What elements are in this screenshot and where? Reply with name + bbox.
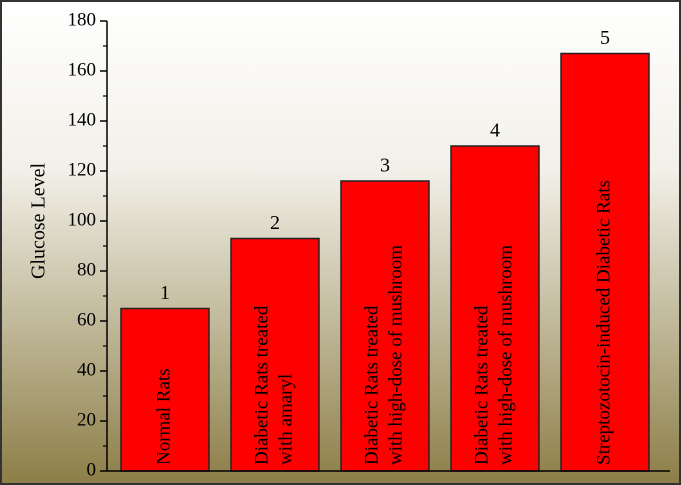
category-label: Diabetic Rats treated: [251, 305, 272, 465]
bar-label: 1: [160, 282, 170, 304]
category-label: with high-dose of mushroom: [495, 245, 516, 465]
bar-label: 2: [270, 212, 280, 234]
y-tick-label: 60: [77, 309, 96, 330]
category-label: Normal Rats: [153, 368, 174, 465]
y-tick-label: 20: [77, 409, 96, 430]
y-tick-label: 40: [77, 359, 96, 380]
category-label: Streptozotocin-induced Diabetic Rats: [593, 180, 614, 465]
bar: [120, 307, 210, 472]
category-label: Diabetic Rats treated: [361, 305, 382, 465]
bar-label: 5: [600, 27, 610, 49]
y-tick-label: 0: [87, 459, 97, 480]
y-tick-label: 100: [68, 209, 97, 230]
bar: [450, 145, 540, 472]
bar-label: 4: [490, 120, 500, 142]
y-axis-label: Glucose Level: [28, 163, 50, 280]
category-label: with high-dose of mushroom: [385, 245, 406, 465]
y-tick-label: 80: [77, 259, 96, 280]
bar-label: 3: [380, 155, 390, 177]
y-tick-label: 140: [68, 109, 97, 130]
category-label: with amaryl: [275, 374, 296, 465]
bar: [340, 180, 430, 472]
y-tick-label: 180: [68, 9, 97, 30]
y-tick-label: 120: [68, 159, 97, 180]
y-tick-label: 160: [68, 59, 97, 80]
category-label: Diabetic Rats treated: [471, 305, 492, 465]
bar: [230, 237, 320, 472]
